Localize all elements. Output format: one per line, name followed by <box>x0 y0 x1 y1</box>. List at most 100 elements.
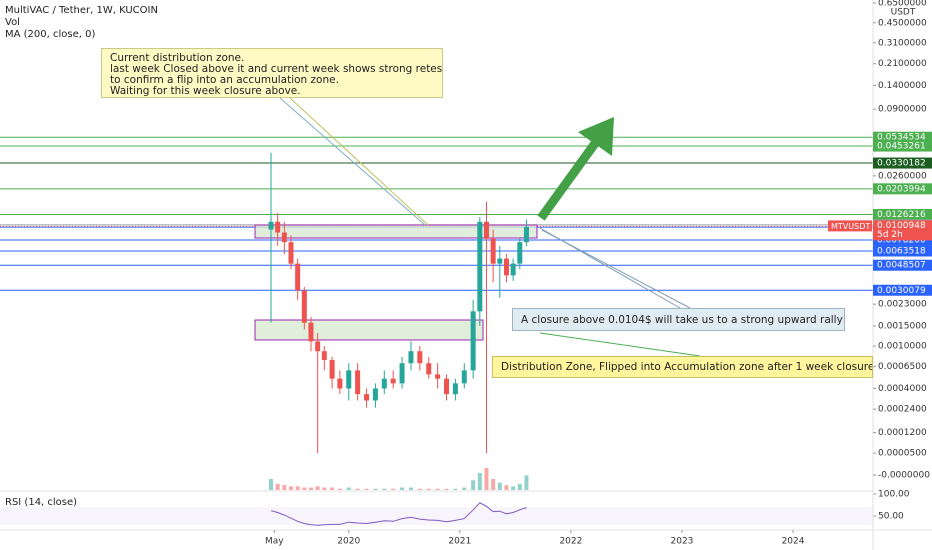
volume-bar <box>289 486 293 490</box>
arrow-head <box>578 117 614 156</box>
volume-bar <box>453 488 458 490</box>
candle-body <box>321 351 327 360</box>
y-tick-label: 0.0900000 <box>878 105 927 115</box>
last-price-countdown: 5d 2h <box>877 230 903 240</box>
accumulation-zone <box>254 319 484 341</box>
volume-bar <box>400 487 405 490</box>
annotation-line: Current distribution zone. <box>110 52 245 64</box>
y-tick-label: 0.0023000 <box>878 300 927 310</box>
volume-bar <box>444 488 449 490</box>
volume-bar <box>408 487 413 490</box>
candle-body <box>329 359 335 379</box>
rsi-title: RSI (14, close) <box>5 497 77 508</box>
candle-body <box>295 263 301 291</box>
candle-body <box>315 341 321 352</box>
candle-body <box>497 258 503 264</box>
volume-bar <box>417 488 422 490</box>
volume-bar <box>435 488 440 490</box>
volume-bar <box>462 487 467 490</box>
y-tick-label: 0.0002400 <box>878 405 927 415</box>
level-label-box <box>873 208 932 220</box>
volume-bar <box>282 485 287 490</box>
y-tick-label: 0.0260000 <box>878 171 927 181</box>
y-tick-label: 0.4500000 <box>878 18 927 28</box>
axes: 0.6500000 0.4500000 0.3100000 0.2100000 0.14… <box>265 0 932 547</box>
volume-bar <box>308 487 313 490</box>
annotation-line: Waiting for this week closure above. <box>110 85 301 97</box>
indicator-label: Vol <box>5 17 20 28</box>
candle-body <box>461 370 467 384</box>
annotation-line: Distribution Zone, Flipped into Accumula… <box>501 361 873 373</box>
volume-bar <box>269 479 274 490</box>
rsi-tick-label: 50.00 <box>878 512 904 522</box>
level-label-box <box>873 140 932 152</box>
levels <box>0 136 873 291</box>
volume-bar <box>524 475 529 490</box>
candle-body <box>490 238 496 264</box>
candle-body <box>426 363 432 375</box>
connector <box>289 97 429 226</box>
level-label: 0.0203994 <box>877 184 926 194</box>
distribution-zone <box>254 224 538 239</box>
y-tick-label: 0.3100000 <box>878 38 927 48</box>
candle-body <box>281 232 287 243</box>
candle-body <box>372 388 378 401</box>
y-tick-label: 0.0004000 <box>878 384 927 394</box>
connector <box>279 97 426 226</box>
y-tick-label: 0.0000500 <box>878 449 927 459</box>
level-label-box <box>873 131 932 143</box>
volume-bar <box>517 483 522 490</box>
candle-body <box>301 290 307 323</box>
candle-body <box>390 378 396 384</box>
x-tick-label: May <box>265 537 284 547</box>
candle-body <box>308 322 314 342</box>
candle-body <box>399 363 405 384</box>
candle-body <box>408 351 414 364</box>
rsi-line <box>270 502 527 526</box>
connector <box>541 229 691 309</box>
level-label: 0.0534534 <box>877 133 926 143</box>
volume-bar <box>295 486 300 490</box>
candle-body <box>510 263 516 276</box>
volume-bar <box>346 487 351 490</box>
volume-bar <box>391 488 396 490</box>
candle-body <box>364 394 370 401</box>
annotation-line: last week Closed above it and current we… <box>110 63 443 75</box>
candle-body <box>443 378 449 395</box>
x-tick-label: 2022 <box>559 537 582 547</box>
level-label: 0.0453261 <box>877 142 926 152</box>
volume-bar <box>322 487 327 490</box>
candle-body <box>523 226 529 243</box>
level-label: 0.0063518 <box>877 246 926 256</box>
volume-bar <box>511 486 516 490</box>
volume-bar <box>364 488 369 490</box>
volume-bar <box>497 482 502 490</box>
level-label-box <box>873 183 932 195</box>
volume-bar <box>504 485 509 490</box>
candle-body <box>346 370 352 389</box>
last-price-name: MTVUSDT <box>831 222 870 231</box>
candle-body <box>470 311 476 371</box>
arrow-shaft <box>537 139 600 221</box>
candle-body <box>337 378 343 389</box>
volume-bar <box>315 486 320 490</box>
level-label: 0.0030079 <box>877 286 926 296</box>
y-tick-label: 0.2100000 <box>878 59 927 69</box>
volume-bar <box>484 468 489 490</box>
volume-bar <box>275 483 280 490</box>
last-price-box <box>873 220 932 241</box>
x-tick-label: 2023 <box>671 537 694 547</box>
y-tick-label: 0.6500000 <box>878 0 927 9</box>
candle-body <box>503 258 509 276</box>
annotation: A closure above 0.0104$ will take us to … <box>512 308 845 331</box>
candle-body <box>435 374 441 379</box>
volume-bar <box>471 480 476 490</box>
candle-body <box>517 242 523 264</box>
volume-bar <box>426 488 431 490</box>
level-label-box <box>873 284 932 296</box>
y-tick-label: 0.0001200 <box>878 428 927 438</box>
y-tick-label: -0.0000000 <box>878 471 930 481</box>
last-price-label: 0.0100948 <box>877 221 926 231</box>
axis-unit: USDT <box>891 8 916 18</box>
